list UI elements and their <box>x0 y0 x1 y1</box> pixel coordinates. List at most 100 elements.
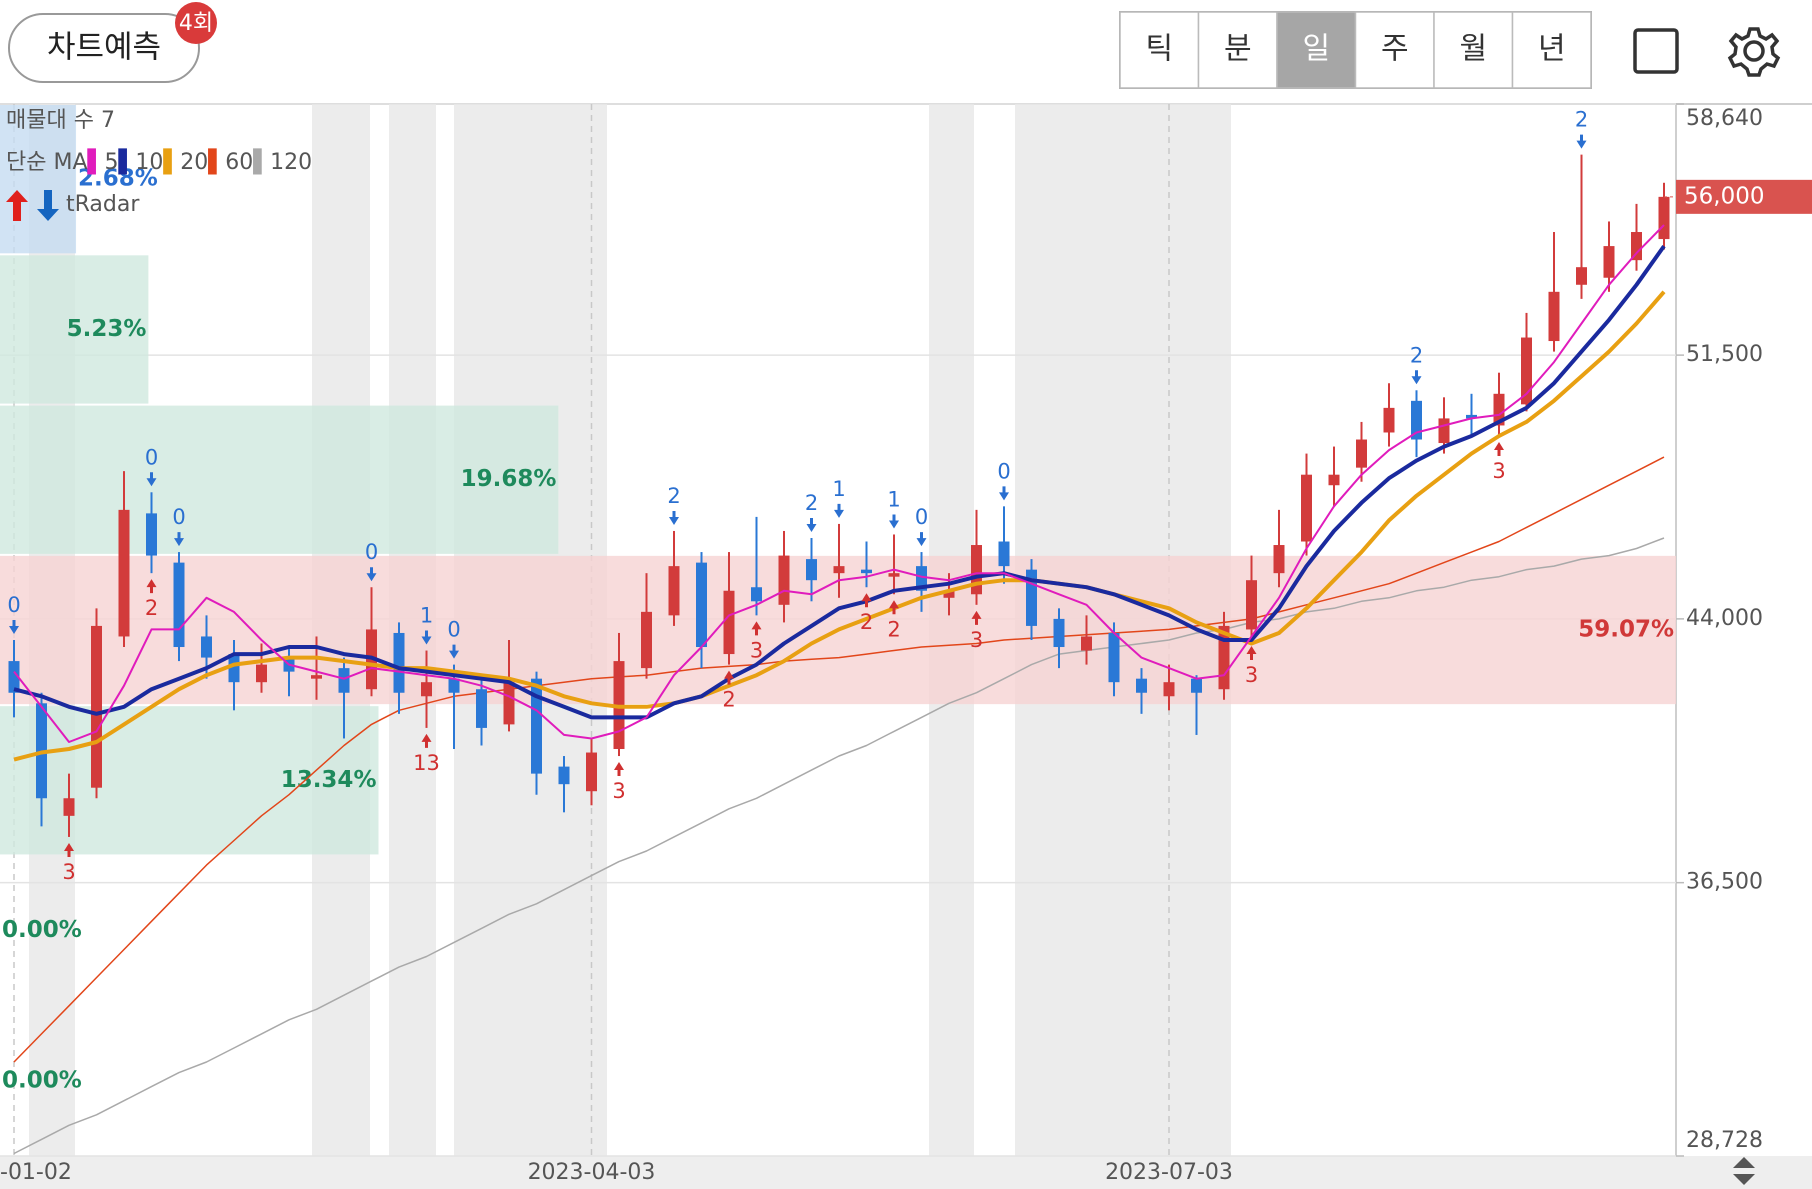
axis-scroll-icon[interactable] <box>1733 1157 1755 1185</box>
y-tick-label: 51,500 <box>1686 342 1763 367</box>
signal-label: 3 <box>1492 459 1505 483</box>
y-tick-label: 36,500 <box>1686 870 1763 895</box>
candle-body <box>971 545 982 595</box>
signal-label: 2 <box>887 617 900 641</box>
candle-body <box>558 766 570 785</box>
candle-body <box>888 573 900 577</box>
signal-label: 3 <box>970 628 983 652</box>
candle-body <box>1246 580 1257 630</box>
predict-button-label[interactable]: 차트예측 <box>47 30 161 66</box>
volume-profile-title: 매물대 수 7 <box>6 108 115 133</box>
ma-line <box>13 290 1666 762</box>
candle-body <box>998 541 1010 567</box>
last-price-label: 56,000 <box>1684 183 1764 209</box>
x-tick-label: -01-02 <box>0 1160 72 1185</box>
signal-arrow <box>9 619 19 634</box>
signal-arrow <box>1576 134 1587 149</box>
candle-body <box>338 668 350 693</box>
candle-body <box>256 664 267 683</box>
signal-label: 2 <box>667 484 680 508</box>
settings-icon[interactable] <box>1727 27 1781 77</box>
candle-body <box>1466 414 1477 419</box>
signal-label: 0 <box>145 445 158 469</box>
candle-body <box>1411 400 1422 440</box>
ma-line <box>13 537 1665 1155</box>
candle-body <box>833 566 845 574</box>
volume-band <box>0 105 77 254</box>
signal-label: 0 <box>915 505 928 529</box>
candle-body <box>1631 232 1642 261</box>
signal-arrow <box>861 593 872 608</box>
signal-label: 2 <box>1575 108 1588 132</box>
signal-arrow <box>366 567 377 582</box>
legend-text: 120 <box>270 150 312 175</box>
signal-arrow <box>669 510 679 525</box>
signal-label: 0 <box>997 459 1010 483</box>
volume-label: 2.68% <box>78 166 158 192</box>
period-tab[interactable] <box>1354 11 1435 89</box>
x-axis-bar <box>0 1156 1812 1189</box>
candle-body <box>696 562 707 648</box>
period-tab[interactable] <box>1276 11 1357 89</box>
signal-arrow <box>421 733 432 748</box>
signal-arrow <box>421 630 432 645</box>
candle-body <box>806 559 817 581</box>
signal-arrow <box>174 532 184 547</box>
signal-arrow <box>834 503 844 518</box>
candle-body <box>1301 474 1312 542</box>
period-label[interactable]: 분 <box>1224 32 1252 67</box>
last-price-box <box>1676 179 1812 214</box>
ma-line <box>13 224 1665 743</box>
candle-body <box>201 636 212 658</box>
volume-band <box>0 255 149 404</box>
volume-label: 0.00% <box>2 1067 82 1093</box>
period-label[interactable]: 틱 <box>1145 32 1173 67</box>
candle-body <box>861 569 872 574</box>
signal-arrow <box>1246 645 1257 660</box>
predict-button[interactable] <box>8 13 200 83</box>
signal-label: 3 <box>750 638 763 662</box>
candle-body <box>1548 291 1560 342</box>
period-label[interactable]: 년 <box>1538 32 1566 67</box>
candle-body <box>421 682 432 697</box>
candle-body <box>146 513 157 556</box>
signal-label: 2 <box>145 596 158 620</box>
legend-swatch: ▌ <box>252 148 270 175</box>
candle-body <box>8 661 20 693</box>
y-tick-label: 58,640 <box>1686 106 1763 131</box>
volume-label: 19.68% <box>461 466 557 492</box>
signal-arrow <box>1411 370 1422 385</box>
fullscreen-icon[interactable] <box>1633 28 1679 74</box>
signal-arrow <box>751 621 762 636</box>
period-label[interactable]: 일 <box>1302 32 1330 67</box>
signal-label: 0 <box>172 505 185 529</box>
signal-arrow <box>614 762 624 777</box>
radar-up-icon <box>6 190 28 221</box>
volume-band <box>0 405 559 554</box>
signal-arrow <box>889 600 899 615</box>
period-label[interactable]: 주 <box>1381 32 1409 67</box>
period-tab[interactable] <box>1119 11 1200 89</box>
signal-label: 1 <box>887 487 900 511</box>
signal-label: 1 <box>420 604 433 628</box>
candle-body <box>723 590 735 655</box>
signal-label: 2 <box>805 491 818 515</box>
signal-arrow <box>146 579 157 594</box>
ma-legend: 단순 MA▌5▌10▌20▌60▌120 <box>6 148 312 175</box>
candle-body <box>1328 474 1340 486</box>
candle-body <box>1603 246 1615 278</box>
period-tab[interactable] <box>1511 11 1592 89</box>
period-tab[interactable] <box>1433 11 1514 89</box>
candle-body <box>1383 407 1395 433</box>
candle-body <box>751 587 762 602</box>
signal-label: 3 <box>612 779 625 803</box>
candle-body <box>1658 196 1670 240</box>
signal-arrow <box>999 486 1009 501</box>
legend-swatch: ▌ <box>117 148 135 175</box>
candle-body <box>311 675 322 679</box>
period-tab[interactable] <box>1197 11 1278 89</box>
candle-body <box>448 678 460 693</box>
ma-line <box>13 456 1665 1063</box>
period-label[interactable]: 월 <box>1459 32 1487 67</box>
